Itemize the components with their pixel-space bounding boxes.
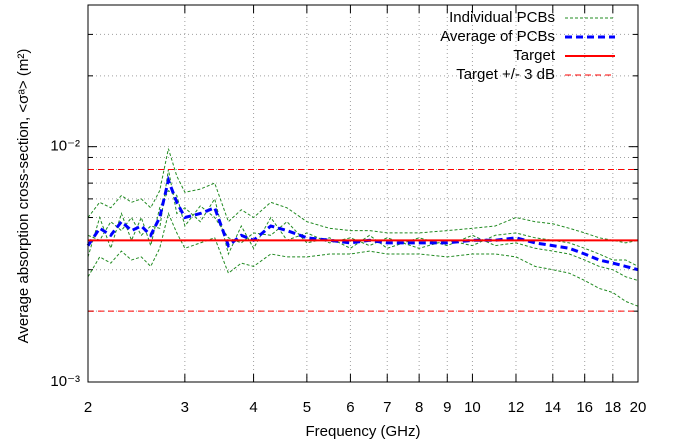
series-line [87, 169, 639, 267]
x-tick-label: 9 [443, 399, 451, 416]
x-tick-label: 5 [303, 399, 311, 416]
legend-label: Target [513, 47, 556, 64]
series-line [86, 175, 639, 272]
x-tick-label: 18 [604, 399, 621, 416]
x-tick-label: 6 [346, 399, 354, 416]
legend-label: Target +/- 3 dB [456, 66, 555, 83]
x-tick-label: 3 [181, 399, 189, 416]
x-tick-label: 14 [544, 399, 561, 416]
legend-label: Individual PCBs [449, 9, 555, 26]
legend-label: Average of PCBs [440, 28, 555, 45]
series-line [87, 190, 639, 281]
x-tick-label: 16 [576, 399, 593, 416]
y-axis-label: Average absorption cross-section, <σᵃ> (… [15, 49, 32, 344]
y-tick-label: 10⁻² [50, 138, 80, 155]
x-axis-label: Frequency (GHz) [305, 423, 420, 440]
y-tick-label: 10⁻³ [50, 373, 80, 390]
series-line [87, 148, 639, 244]
series-line [87, 211, 639, 307]
x-tick-label: 8 [415, 399, 423, 416]
x-tick-label: 20 [630, 399, 647, 416]
x-tick-label: 4 [249, 399, 257, 416]
plot-frame [87, 4, 639, 383]
x-tick-label: 12 [508, 399, 525, 416]
x-tick-label: 2 [84, 399, 92, 416]
x-tick-label: 10 [464, 399, 481, 416]
x-tick-label: 7 [383, 399, 391, 416]
